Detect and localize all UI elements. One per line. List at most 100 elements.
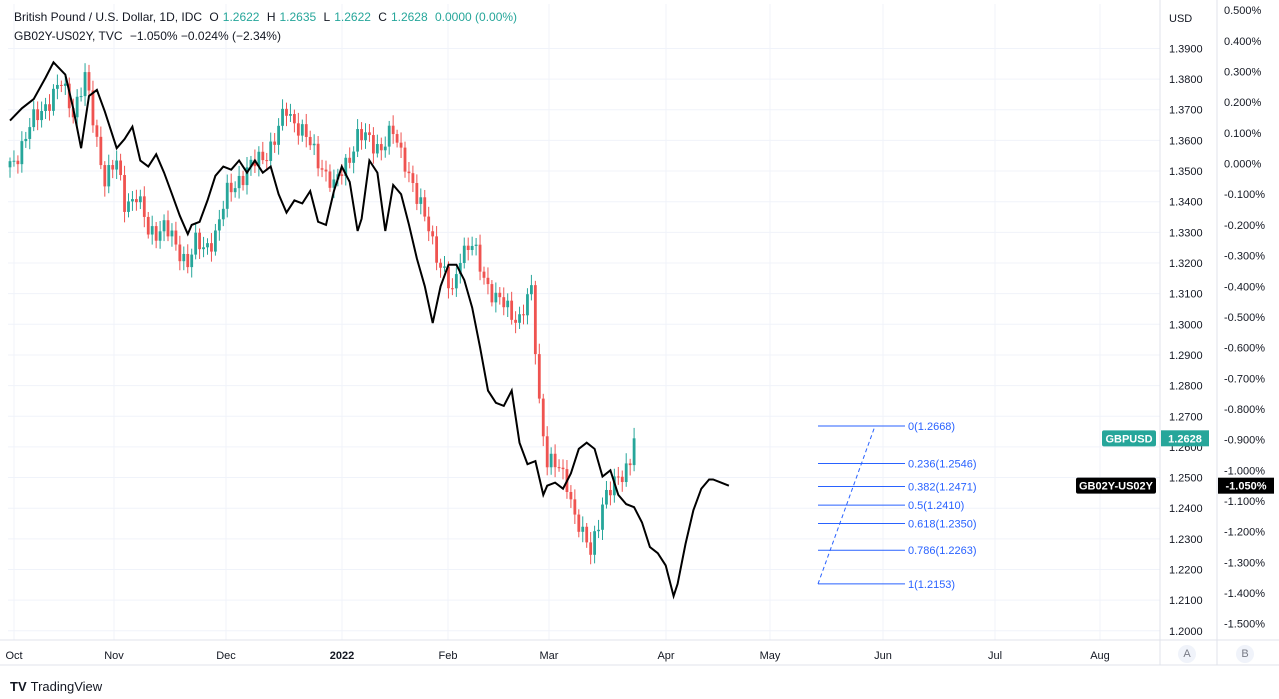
candle-body [332,179,336,188]
fib-level-label: 0.382(1.2471) [908,481,977,493]
candle-body [304,124,308,137]
spread-value-tag [1218,477,1274,494]
candle-body [154,226,158,241]
price-tick-label: 1.3400 [1169,197,1203,209]
candle-body [269,141,273,161]
spread-tick-label: -0.100% [1224,189,1265,201]
candle-body [601,504,604,530]
candle-body [123,175,126,212]
candle-body [40,110,43,121]
price-tick-label: 1.3600 [1169,135,1203,147]
candle-body [411,173,415,184]
candle-body [383,146,387,151]
candle-body [458,262,462,275]
candle-body [395,134,399,143]
candle-body [261,151,265,161]
legend-main: British Pound / U.S. Dollar, 1D, IDC O 1.… [14,10,521,24]
legend-close: 1.2628 [390,10,428,24]
candle-body [506,300,510,308]
candle-body [577,514,581,532]
candle-body [273,141,277,145]
gbpusd-price-tag [1161,430,1209,447]
spread-tick-label: 0.300% [1224,66,1262,78]
candle-body [419,197,423,204]
candle-body [265,160,269,162]
candle-body [202,247,205,250]
legend-overlay: GB02Y-US02Y, TVC −1.050% −0.024% (−2.34%… [14,29,285,43]
spread-line [9,60,730,600]
spread-tick-label: -0.800% [1224,404,1265,416]
price-tick-label: 1.3700 [1169,105,1203,117]
candle-body [316,143,320,169]
x-tick-label: Mar [540,650,559,662]
candle-body [522,314,525,316]
price-tick-label: 1.3000 [1169,319,1203,331]
price-tick-label: 1.2000 [1169,626,1203,638]
price-tick-label: 1.3100 [1169,289,1203,301]
legend-o-label: O [209,10,219,24]
candle-body [490,284,494,303]
candle-body [285,108,288,116]
price-tick-label: 1.2400 [1169,503,1203,515]
candle-body [75,96,79,118]
legend-l-label: L [323,10,331,24]
candle-body [214,230,217,252]
auto-scale-button[interactable]: A [1178,645,1196,663]
spread-tick-label: -1.200% [1224,527,1265,539]
candle-body [379,144,383,151]
candle-body [245,167,249,186]
candle-body [616,476,620,478]
candle-body [150,226,154,235]
candle-body [142,196,146,217]
spread-tick-label: -0.500% [1224,312,1265,324]
candle-body [593,531,596,555]
legend-overlay-symbol: GB02Y-US02Y, TVC [14,29,123,43]
price-tick-label: 1.2500 [1169,473,1203,485]
candle-body [541,398,545,437]
candle-body [352,151,356,163]
candle-body [138,196,142,203]
candle-body [63,83,67,86]
candle-body [589,542,593,555]
candle-body [320,168,324,170]
candle-body [56,84,59,89]
x-tick-label: Oct [5,650,22,662]
candle-body [620,476,624,483]
candle-body [52,88,55,111]
price-tick-label: 1.3500 [1169,166,1203,178]
gbpusd-name-tag [1102,430,1156,447]
gbpusd-price-tag-text: 1.2628 [1168,433,1202,445]
legend-c-label: C [378,10,387,24]
candle-body [79,96,83,98]
spread-tick-label: 0.000% [1224,159,1262,171]
candle-body [573,499,577,515]
candle-body [427,216,431,232]
fib-level-label: 0.236(1.2546) [908,458,977,470]
candle-body [281,108,284,126]
candle-body [186,253,190,268]
brand-name: TradingView [30,679,103,694]
candle-body [131,199,134,202]
spread-tick-label: 0.400% [1224,36,1262,48]
candle-body [415,183,419,204]
candle-body [356,129,359,152]
candle-body [225,182,229,209]
candle-body [115,160,119,170]
candle-body [221,208,225,220]
candle-body [407,171,411,174]
candle-body [312,143,316,146]
spread-tick-label: 0.100% [1224,128,1262,140]
candle-body [399,142,403,148]
x-tick-label: May [760,650,781,662]
overlay-scale-button[interactable]: B [1236,645,1254,663]
legend-high: 1.2635 [279,10,317,24]
legend-h-label: H [266,10,276,24]
candle-body [308,136,312,146]
spread-tick-label: -1.100% [1224,496,1265,508]
candle-body [257,151,261,167]
candle-body [91,90,95,126]
spread-tick-label: -0.600% [1224,343,1265,355]
candle-body [289,114,292,116]
